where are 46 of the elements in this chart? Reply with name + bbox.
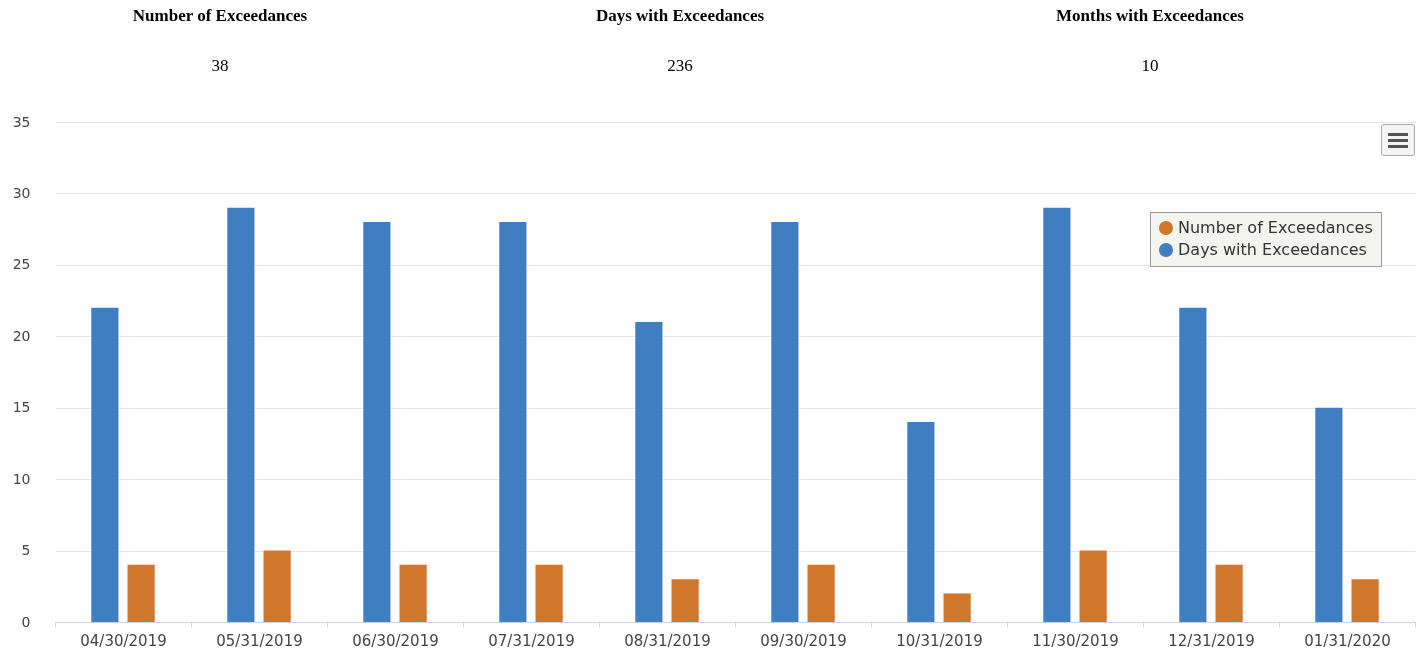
text: 38 [210, 56, 230, 76]
y-tick-label: 15 [12, 399, 31, 416]
bar [943, 593, 971, 622]
bar [1043, 207, 1071, 622]
y-tick-label: 10 [12, 470, 31, 487]
x-tick-label: 06/30/2019 [352, 631, 439, 650]
bar [1351, 579, 1379, 622]
bar [1079, 550, 1107, 622]
x-tick-label: 09/30/2019 [760, 631, 847, 650]
bar [535, 564, 563, 622]
y-tick-label: 20 [12, 327, 31, 344]
x-tick-label: 05/31/2019 [216, 631, 303, 650]
bar [1215, 564, 1243, 622]
bar [771, 222, 799, 622]
legend-label: Number of Exceedances [1178, 218, 1373, 237]
text: 236 [666, 56, 694, 76]
x-tick-label: 08/31/2019 [624, 631, 711, 650]
x-tick-label: 07/31/2019 [488, 631, 575, 650]
x-tick-label: 04/30/2019 [80, 631, 167, 650]
bar [499, 222, 527, 622]
bar [227, 207, 255, 622]
bar [1315, 407, 1343, 622]
bar [127, 564, 155, 622]
y-tick-label: 0 [21, 613, 31, 630]
bar [907, 422, 935, 622]
text: 10 [1140, 56, 1160, 76]
bar [363, 222, 391, 622]
bar [807, 564, 835, 622]
text: Days with Exceedances [594, 6, 766, 26]
y-tick-label: 5 [21, 542, 31, 559]
legend-label: Days with Exceedances [1178, 240, 1367, 259]
y-tick-label: 35 [12, 113, 31, 130]
y-tick-label: 25 [12, 256, 31, 273]
text: Number of Exceedances [131, 6, 309, 26]
x-tick-label: 10/31/2019 [896, 631, 983, 650]
bar [635, 322, 663, 622]
bar [1179, 307, 1207, 622]
x-tick-label: 11/30/2019 [1032, 631, 1119, 650]
x-tick-label: 12/31/2019 [1168, 631, 1255, 650]
bar [263, 550, 291, 622]
bar [399, 564, 427, 622]
y-tick-label: 30 [12, 184, 31, 201]
x-tick-label: 01/31/2020 [1304, 631, 1391, 650]
bar [671, 579, 699, 622]
text: Months with Exceedances [1055, 6, 1245, 26]
bar [91, 307, 119, 622]
